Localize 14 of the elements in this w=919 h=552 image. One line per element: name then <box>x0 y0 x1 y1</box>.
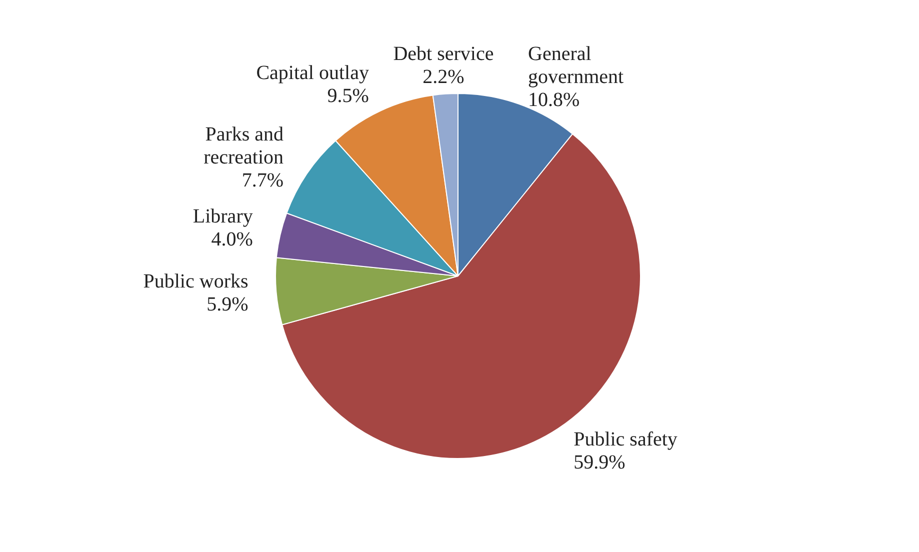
slice-label: Capital outlay <box>256 62 369 84</box>
slice-label: General government <box>528 42 624 88</box>
slice-label: Public works <box>143 270 248 293</box>
slice-label: Library <box>192 206 253 228</box>
data-label: 59.9% <box>574 452 626 474</box>
data-label: 2.2% <box>422 66 464 88</box>
data-label: 10.8% <box>528 88 580 111</box>
slice-label: Parks and recreation <box>204 123 284 168</box>
slice-label: Debt service <box>393 42 494 65</box>
data-label: 5.9% <box>206 294 248 316</box>
data-label: 7.7% <box>242 169 284 192</box>
data-label: 4.0% <box>211 228 253 251</box>
data-label: 9.5% <box>327 85 369 108</box>
slice-label: Public safety <box>574 428 678 451</box>
